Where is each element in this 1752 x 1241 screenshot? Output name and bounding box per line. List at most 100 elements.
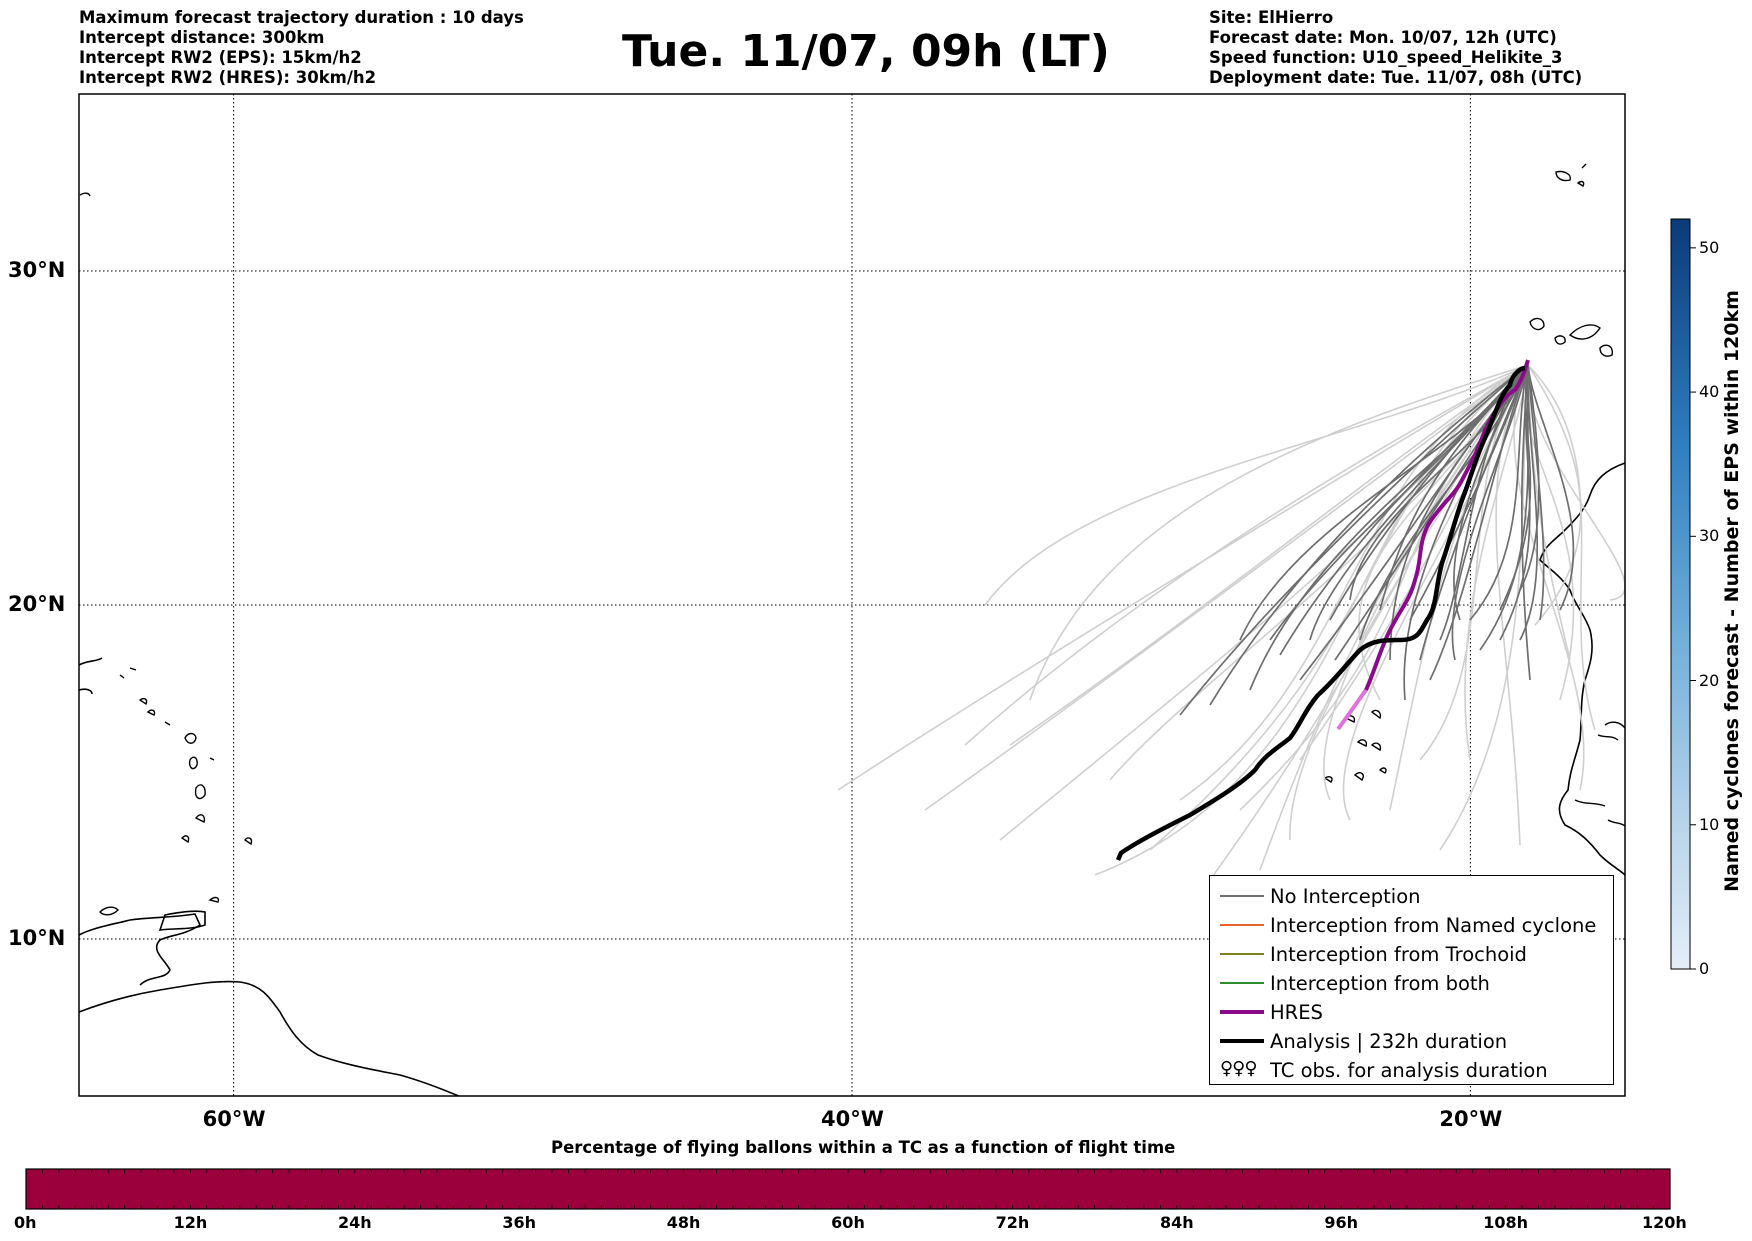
trajectory-no-interception <box>1179 364 1529 716</box>
trajectories-faded <box>837 364 1625 881</box>
time-bar-title: Percentage of flying ballons within a TC… <box>551 1138 1176 1157</box>
hres-line <box>1364 359 1530 691</box>
colorbar-tick-label: 20 <box>1699 670 1720 690</box>
trajectory-faded <box>1009 364 1529 746</box>
latitude-label: 30°N <box>8 258 66 283</box>
trajectory-no-interception <box>1451 364 1529 661</box>
trajectory-no-interception <box>1209 364 1529 706</box>
trajectory-no-interception <box>1419 364 1529 661</box>
trajectory-no-interception <box>1527 364 1545 621</box>
latitude-label: 10°N <box>8 926 66 951</box>
header-left-info: Maximum forecast trajectory duration : 1… <box>79 8 524 88</box>
time-bar-tick-label: 48h <box>666 1213 701 1232</box>
legend-label: Analysis | 232h duration <box>1270 1030 1508 1053</box>
coastline-trinidad <box>158 910 206 931</box>
page-title: Tue. 11/07, 09h (LT) <box>622 26 1110 77</box>
time-bar-tick-label: 24h <box>337 1213 372 1232</box>
legend-label: HRES <box>1270 1001 1323 1024</box>
header-right-line: Site: ElHierro <box>1209 8 1334 27</box>
map-frame <box>78 93 1626 1097</box>
hres-trajectory <box>1336 359 1530 731</box>
time-bar-tick-label: 84h <box>1159 1213 1194 1232</box>
trajectory-no-interception <box>1520 364 1531 681</box>
trajectory-faded <box>1527 364 1571 661</box>
colorbar-tick-label: 10 <box>1699 814 1720 834</box>
legend-label: Interception from Named cyclone <box>1270 914 1597 937</box>
trajectory-faded <box>1179 364 1529 801</box>
coastlines <box>79 163 1625 1096</box>
header-right-line: Speed function: U10_speed_Helikite_3 <box>1209 48 1563 67</box>
coastline-africa-detail <box>1574 721 1625 827</box>
trajectory-faded <box>964 364 1529 746</box>
trajectory-no-interception <box>1239 364 1529 641</box>
coastline-hispaniola <box>79 657 103 695</box>
trajectory-no-interception <box>1469 364 1529 621</box>
time-bar-tick-label: 60h <box>831 1213 865 1232</box>
coastline-canary-islands <box>1529 317 1614 357</box>
colorbar-label-wrap: Named cyclones forecast - Number of EPS … <box>1632 290 1752 892</box>
time-bar-tick-label: 0h <box>14 1213 37 1232</box>
header-right-line: Forecast date: Mon. 10/07, 12h (UTC) <box>1209 28 1557 47</box>
legend-swatch <box>1220 924 1264 926</box>
trajectory-no-interception <box>1403 364 1529 701</box>
legend-label: TC obs. for analysis duration <box>1270 1059 1548 1082</box>
colorbar-tick-label: 40 <box>1699 382 1720 402</box>
header-right-info: Site: ElHierro Forecast date: Mon. 10/07… <box>1209 8 1582 88</box>
trajectory-faded <box>999 364 1529 841</box>
analysis-line <box>1115 365 1526 861</box>
trajectory-faded <box>1149 364 1529 851</box>
legend-item: No Interception <box>1210 882 1613 910</box>
colorbar-tick-label: 50 <box>1699 237 1720 257</box>
legend-swatch <box>1220 1039 1264 1043</box>
coastline-south-america <box>79 980 461 1096</box>
analysis-trajectory <box>1115 365 1526 861</box>
trajectory-faded <box>1464 364 1529 761</box>
time-bar-tick-label: 108h <box>1483 1213 1528 1232</box>
trajectory-no-interception <box>1439 364 1529 641</box>
colorbar-gradient <box>1670 218 1691 970</box>
trajectory-faded <box>1029 364 1529 701</box>
trajectory-faded <box>1109 364 1529 781</box>
legend-swatch <box>1220 895 1264 897</box>
trajectory-faded <box>1527 364 1596 731</box>
colorbar-ticks <box>1690 247 1696 970</box>
coastline-madeira <box>1555 163 1587 187</box>
tc-obs-symbol-icon: ♀♀♀ <box>1220 1058 1258 1079</box>
legend-swatch <box>1220 953 1264 955</box>
header-left-line: Maximum forecast trajectory duration : 1… <box>79 8 524 27</box>
colorbar-tick-label: 0 <box>1699 959 1710 978</box>
longitude-label: 60°W <box>202 1107 266 1131</box>
time-bar-tick-label: 96h <box>1324 1213 1359 1232</box>
coastline-venezuela <box>79 913 202 986</box>
legend-item: ♀♀♀ TC obs. for analysis duration <box>1210 1056 1613 1084</box>
trajectory-no-interception <box>1429 364 1529 681</box>
trajectory-faded <box>1239 364 1529 811</box>
header-right-line: Deployment date: Tue. 11/07, 08h (UTC) <box>1209 68 1583 87</box>
trajectory-faded <box>924 364 1529 811</box>
coastline-cape-verde <box>1323 709 1387 783</box>
trajectory-faded <box>837 364 1529 791</box>
legend-label: No Interception <box>1270 885 1421 908</box>
time-bar-ticks <box>25 1169 1671 1209</box>
coastline-aruba <box>99 906 119 916</box>
legend-swatch <box>1220 1010 1264 1014</box>
trajectory-faded <box>984 364 1529 606</box>
header-left-line: Intercept distance: 300km <box>79 28 325 47</box>
time-bar-tick-label: 36h <box>502 1213 537 1232</box>
legend-item: Analysis | 232h duration <box>1210 1027 1613 1055</box>
time-bar-tick-label: 12h <box>173 1213 208 1232</box>
time-bar-tick-label: 72h <box>995 1213 1030 1232</box>
legend-item: Interception from Named cyclone <box>1210 911 1613 939</box>
map-legend: No Interception Interception from Named c… <box>1209 875 1614 1085</box>
trajectory-no-interception <box>1527 364 1575 611</box>
legend-swatch <box>1220 982 1264 984</box>
trajectory-no-interception <box>1519 364 1540 591</box>
hres-tail <box>1336 688 1368 731</box>
longitude-label: 20°W <box>1439 1107 1503 1131</box>
colorbar-tick-label: 30 <box>1699 526 1720 546</box>
trajectory-no-interception <box>1519 364 1539 641</box>
legend-label: Interception from both <box>1270 972 1490 995</box>
legend-item: HRES <box>1210 998 1613 1026</box>
time-bar-fill <box>25 1168 1671 1210</box>
